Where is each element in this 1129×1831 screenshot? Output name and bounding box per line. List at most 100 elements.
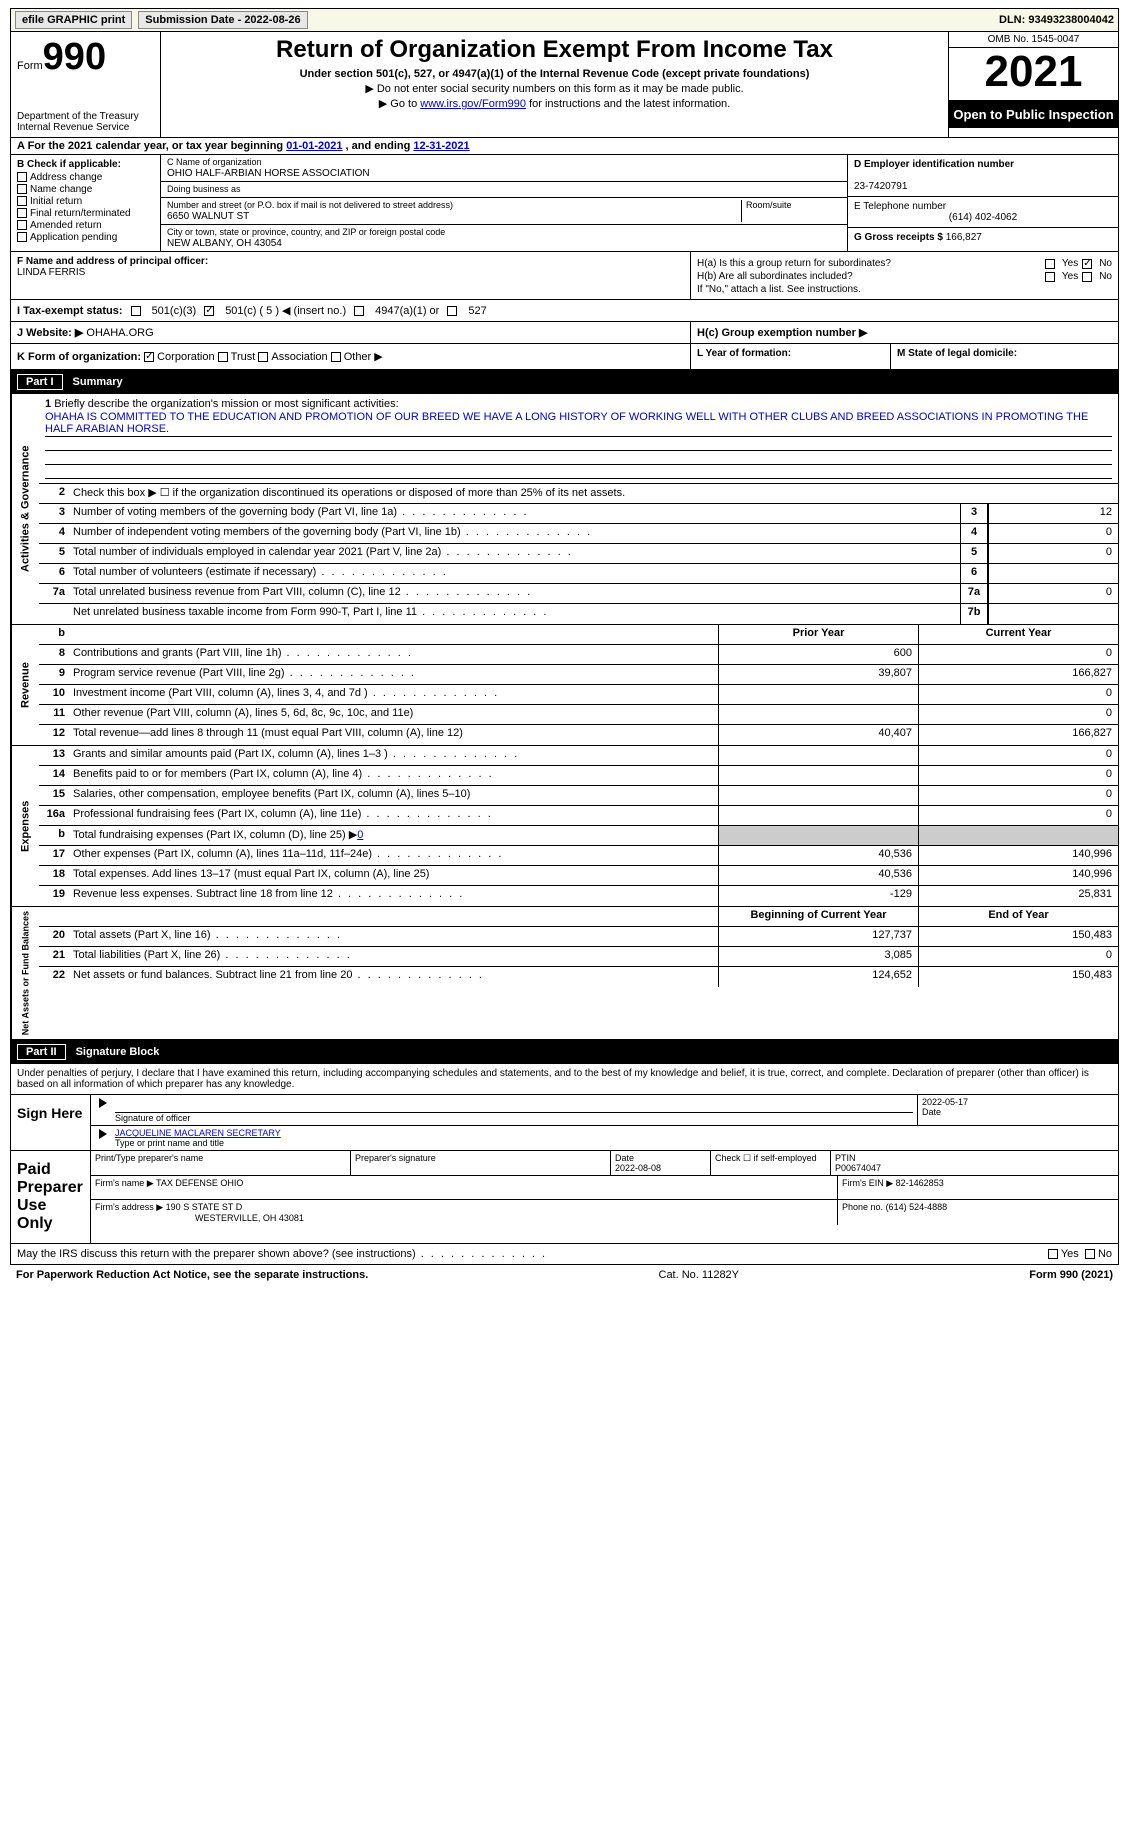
val-4: 0 — [988, 524, 1118, 543]
hdr-eoy: End of Year — [918, 907, 1118, 926]
hdr-prior: Prior Year — [718, 625, 918, 644]
line-11: Other revenue (Part VIII, column (A), li… — [69, 705, 718, 724]
may-no[interactable] — [1085, 1249, 1095, 1259]
ein: 23-7420791 — [854, 181, 907, 192]
m-lbl: M State of legal domicile: — [897, 348, 1017, 359]
i-527[interactable] — [447, 306, 457, 316]
end-date[interactable]: 12-31-2021 — [413, 140, 469, 152]
gross: 166,827 — [946, 232, 982, 243]
form-title: Return of Organization Exempt From Incom… — [167, 36, 942, 64]
firm-ein: 82-1462853 — [896, 1178, 944, 1188]
date-lbl: Date — [922, 1107, 941, 1117]
name-lbl: C Name of organization — [167, 157, 262, 167]
part-1-title: Summary — [73, 376, 123, 388]
p12: 40,407 — [718, 725, 918, 745]
chk-initial[interactable]: Initial return — [17, 196, 154, 207]
firm-addr-lbl: Firm's address ▶ — [95, 1202, 163, 1212]
chk-final[interactable]: Final return/terminated — [17, 208, 154, 219]
phone-lbl: Phone no. — [842, 1202, 883, 1212]
irs-link[interactable]: www.irs.gov/Form990 — [420, 98, 526, 110]
row-a-mid: , and ending — [342, 140, 413, 152]
tel-lbl: E Telephone number — [854, 201, 946, 212]
col-b: B Check if applicable: Address change Na… — [11, 155, 161, 251]
irs-label: Internal Revenue Service — [17, 122, 154, 133]
ha-yes[interactable] — [1045, 259, 1055, 269]
val-5: 0 — [988, 544, 1118, 563]
val-7b — [988, 604, 1118, 624]
prep-date: 2022-08-08 — [615, 1163, 661, 1173]
block-bcde: B Check if applicable: Address change Na… — [10, 155, 1119, 252]
officer-name-sig[interactable]: JACQUELINE MACLAREN SECRETARY — [115, 1128, 281, 1138]
p11 — [718, 705, 918, 724]
line-6: Total number of volunteers (estimate if … — [69, 564, 960, 583]
col-f: F Name and address of principal officer:… — [11, 252, 691, 299]
val-7a: 0 — [988, 584, 1118, 603]
top-bar: efile GRAPHIC print Submission Date - 20… — [10, 8, 1119, 32]
arrow-icon — [99, 1129, 107, 1139]
ha-no[interactable] — [1082, 259, 1092, 269]
form-label: Form — [17, 60, 43, 72]
line-7a: Total unrelated business revenue from Pa… — [69, 584, 960, 603]
dln-label: DLN: 93493238004042 — [999, 14, 1114, 26]
line-8: Contributions and grants (Part VIII, lin… — [69, 645, 718, 664]
hb-yes[interactable] — [1045, 272, 1055, 282]
k-trust[interactable] — [218, 352, 228, 362]
firm-addr1: 190 S STATE ST D — [166, 1202, 243, 1212]
i-lbl: I Tax-exempt status: — [17, 305, 123, 317]
row-a: A For the 2021 calendar year, or tax yea… — [10, 138, 1119, 155]
may-yes[interactable] — [1048, 1249, 1058, 1259]
efile-button[interactable]: efile GRAPHIC print — [15, 11, 132, 29]
activities-governance: Activities & Governance 1 Briefly descri… — [10, 394, 1119, 625]
self-employed[interactable]: Check ☐ if self-employed — [711, 1151, 831, 1175]
open-to-public: Open to Public Inspection — [949, 101, 1118, 128]
paid-preparer-label: Paid Preparer Use Only — [11, 1151, 91, 1243]
l-lbl: L Year of formation: — [697, 348, 791, 359]
mission-text: OHAHA IS COMMITTED TO THE EDUCATION AND … — [45, 410, 1112, 437]
chk-amended[interactable]: Amended return — [17, 220, 154, 231]
submission-date-button[interactable]: Submission Date - 2022-08-26 — [138, 11, 307, 29]
org-name: OHIO HALF-ARBIAN HORSE ASSOCIATION — [167, 168, 370, 179]
begin-date[interactable]: 01-01-2021 — [286, 140, 342, 152]
line-5: Total number of individuals employed in … — [69, 544, 960, 563]
revenue-section: Revenue bPrior YearCurrent Year 8Contrib… — [10, 625, 1119, 746]
part-2-title: Signature Block — [76, 1046, 160, 1058]
k-corp[interactable] — [144, 352, 154, 362]
street: 6650 WALNUT ST — [167, 211, 249, 222]
i-4947[interactable] — [354, 306, 364, 316]
gross-lbl: G Gross receipts $ — [854, 232, 946, 243]
hb-no[interactable] — [1082, 272, 1092, 282]
c9: 166,827 — [918, 665, 1118, 684]
k-assoc[interactable] — [258, 352, 268, 362]
part-1-header: Part I Summary — [10, 370, 1119, 394]
sig-officer-lbl: Signature of officer — [115, 1113, 190, 1123]
chk-name[interactable]: Name change — [17, 184, 154, 195]
hb-lbl: H(b) Are all subordinates included? — [697, 271, 1041, 282]
officer-lbl: F Name and address of principal officer: — [17, 256, 208, 267]
ha-lbl: H(a) Is this a group return for subordin… — [697, 258, 1041, 269]
chk-address[interactable]: Address change — [17, 172, 154, 183]
line-19: Revenue less expenses. Subtract line 18 … — [69, 886, 718, 906]
note-2-pre: ▶ Go to — [379, 98, 420, 110]
col-c: C Name of organizationOHIO HALF-ARBIAN H… — [161, 155, 848, 251]
expenses-section: Expenses 13Grants and similar amounts pa… — [10, 746, 1119, 907]
firm-addr2: WESTERVILLE, OH 43081 — [195, 1213, 304, 1223]
hdr-current: Current Year — [918, 625, 1118, 644]
vlabel-ag: Activities & Governance — [11, 394, 39, 624]
i-501c3[interactable] — [131, 306, 141, 316]
sig-date: 2022-05-17 — [922, 1097, 968, 1107]
chk-pending[interactable]: Application pending — [17, 232, 154, 243]
row-jhc: J Website: ▶ OHAHA.ORG H(c) Group exempt… — [10, 322, 1119, 344]
sig-declaration: Under penalties of perjury, I declare th… — [10, 1064, 1119, 1095]
city: NEW ALBANY, OH 43054 — [167, 238, 282, 249]
fundraising-total[interactable]: 0 — [357, 829, 363, 841]
j-lbl: J Website: ▶ — [17, 327, 83, 339]
vlabel-net: Net Assets or Fund Balances — [11, 907, 39, 1039]
line-1-lbl: Briefly describe the organization's miss… — [54, 398, 398, 410]
may-discuss: May the IRS discuss this return with the… — [10, 1244, 1119, 1265]
c12: 166,827 — [918, 725, 1118, 745]
k-other[interactable] — [331, 352, 341, 362]
h-note: If "No," attach a list. See instructions… — [697, 284, 1112, 295]
i-501c[interactable] — [204, 306, 214, 316]
footer-left: For Paperwork Reduction Act Notice, see … — [16, 1269, 368, 1281]
prep-name-lbl: Print/Type preparer's name — [95, 1153, 203, 1163]
